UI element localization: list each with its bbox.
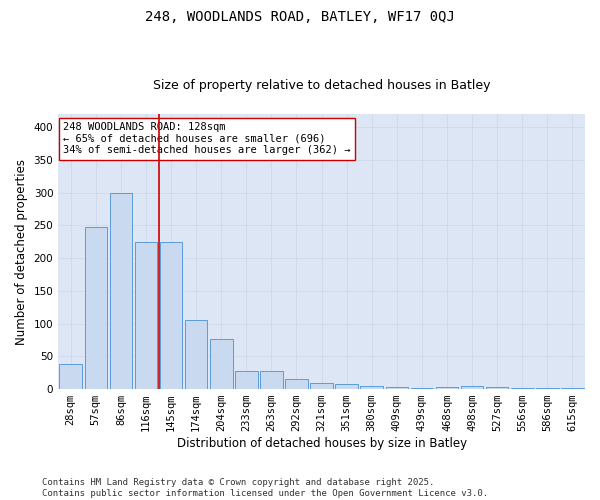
Bar — [110, 192, 132, 389]
Title: Size of property relative to detached houses in Batley: Size of property relative to detached ho… — [153, 79, 490, 92]
Bar — [461, 386, 484, 389]
Bar — [486, 387, 508, 389]
Bar — [185, 320, 208, 389]
Bar — [134, 242, 157, 389]
Bar — [410, 388, 433, 389]
Bar — [85, 226, 107, 389]
Y-axis label: Number of detached properties: Number of detached properties — [15, 158, 28, 344]
Bar — [536, 388, 559, 389]
Bar — [561, 388, 584, 389]
Bar — [310, 382, 333, 389]
Bar — [235, 370, 257, 389]
Text: 248, WOODLANDS ROAD, BATLEY, WF17 0QJ: 248, WOODLANDS ROAD, BATLEY, WF17 0QJ — [145, 10, 455, 24]
Bar — [386, 387, 408, 389]
Bar — [436, 387, 458, 389]
Bar — [59, 364, 82, 389]
X-axis label: Distribution of detached houses by size in Batley: Distribution of detached houses by size … — [176, 437, 467, 450]
Bar — [260, 372, 283, 389]
Bar — [361, 386, 383, 389]
Bar — [160, 242, 182, 389]
Text: 248 WOODLANDS ROAD: 128sqm
← 65% of detached houses are smaller (696)
34% of sem: 248 WOODLANDS ROAD: 128sqm ← 65% of deta… — [64, 122, 351, 156]
Bar — [335, 384, 358, 389]
Bar — [210, 338, 233, 389]
Bar — [285, 378, 308, 389]
Bar — [511, 388, 533, 389]
Text: Contains HM Land Registry data © Crown copyright and database right 2025.
Contai: Contains HM Land Registry data © Crown c… — [42, 478, 488, 498]
